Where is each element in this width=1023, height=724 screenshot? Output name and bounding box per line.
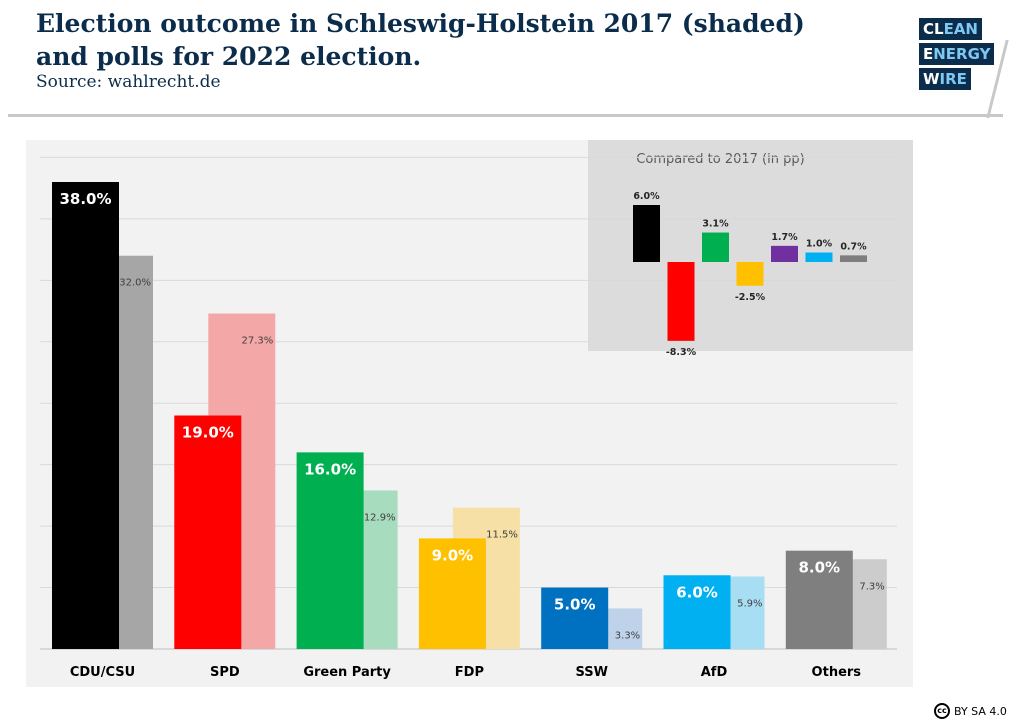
label-2017-others: 7.3% — [859, 581, 884, 592]
category-label-cdu-csu: CDU/CSU — [70, 665, 135, 680]
category-label-afd: AfD — [701, 665, 728, 680]
change-bar-cdu-csu — [633, 205, 660, 262]
license-badge[interactable]: cc BY SA 4.0 — [934, 703, 1007, 719]
change-bar-spd — [667, 262, 695, 341]
bar-2022-ssw — [541, 587, 609, 649]
change-bar-green-party — [702, 232, 729, 262]
change-bar-ssw — [840, 255, 867, 262]
logo-line-2: ENERGY — [919, 43, 995, 65]
change-label-fdp: -2.5% — [735, 292, 766, 303]
header-rule — [8, 114, 1003, 117]
bar-2022-fdp — [418, 538, 486, 649]
label-2017-fdp: 11.5% — [486, 530, 518, 541]
category-label-ssw: SSW — [575, 665, 607, 680]
label-2017-ssw: 3.3% — [615, 630, 640, 641]
category-label-others: Others — [812, 665, 862, 680]
label-2022-others: 8.0% — [798, 559, 840, 577]
label-2022-spd: 19.0% — [182, 424, 234, 442]
logo-line-1: CLEAN — [919, 18, 982, 40]
change-bar-others — [805, 252, 833, 262]
clean-energy-wire-logo: CLEAN ENERGY WIRE — [919, 18, 999, 93]
bar-2022-green-party — [296, 452, 364, 649]
change-label-ssw: 0.7% — [840, 241, 867, 252]
inset-title: Compared to 2017 (in pp) — [636, 152, 805, 167]
license-text: BY SA 4.0 — [954, 704, 1007, 718]
source-note: Source: wahlrecht.de — [36, 72, 221, 92]
change-bar-fdp — [736, 262, 764, 286]
title-line-1: Election outcome in Schleswig-Holstein 2… — [36, 9, 805, 38]
label-2022-green-party: 16.0% — [304, 460, 356, 478]
bar-2022-spd — [174, 415, 242, 649]
label-2017-spd: 27.3% — [242, 335, 274, 346]
category-label-spd: SPD — [210, 665, 240, 680]
change-label-cdu-csu: 6.0% — [633, 191, 660, 202]
change-bar-afd — [771, 245, 798, 262]
bar-2022-afd — [663, 575, 731, 649]
chart-title: Election outcome in Schleswig-Holstein 2… — [36, 7, 805, 73]
label-2022-cdu-csu: 38.0% — [59, 190, 111, 208]
label-2017-cdu-csu: 32.0% — [119, 278, 151, 289]
title-line-2: and polls for 2022 election. — [36, 42, 422, 71]
category-label-green-party: Green Party — [303, 665, 391, 680]
label-2017-afd: 5.9% — [737, 598, 762, 609]
label-2022-afd: 6.0% — [676, 583, 718, 601]
change-label-afd: 1.7% — [771, 232, 798, 243]
bar-2022-cdu-csu — [52, 182, 119, 649]
logo-line-3: WIRE — [919, 68, 971, 90]
change-label-others: 1.0% — [806, 239, 833, 250]
label-2017-green-party: 12.9% — [364, 512, 396, 523]
creative-commons-icon: cc — [934, 703, 950, 719]
change-label-green-party: 3.1% — [702, 219, 729, 230]
label-2022-ssw: 5.0% — [554, 596, 596, 614]
label-2022-fdp: 9.0% — [432, 546, 474, 564]
bar-2022-others — [785, 550, 853, 649]
category-label-fdp: FDP — [455, 665, 484, 680]
change-label-spd: -8.3% — [666, 347, 697, 358]
